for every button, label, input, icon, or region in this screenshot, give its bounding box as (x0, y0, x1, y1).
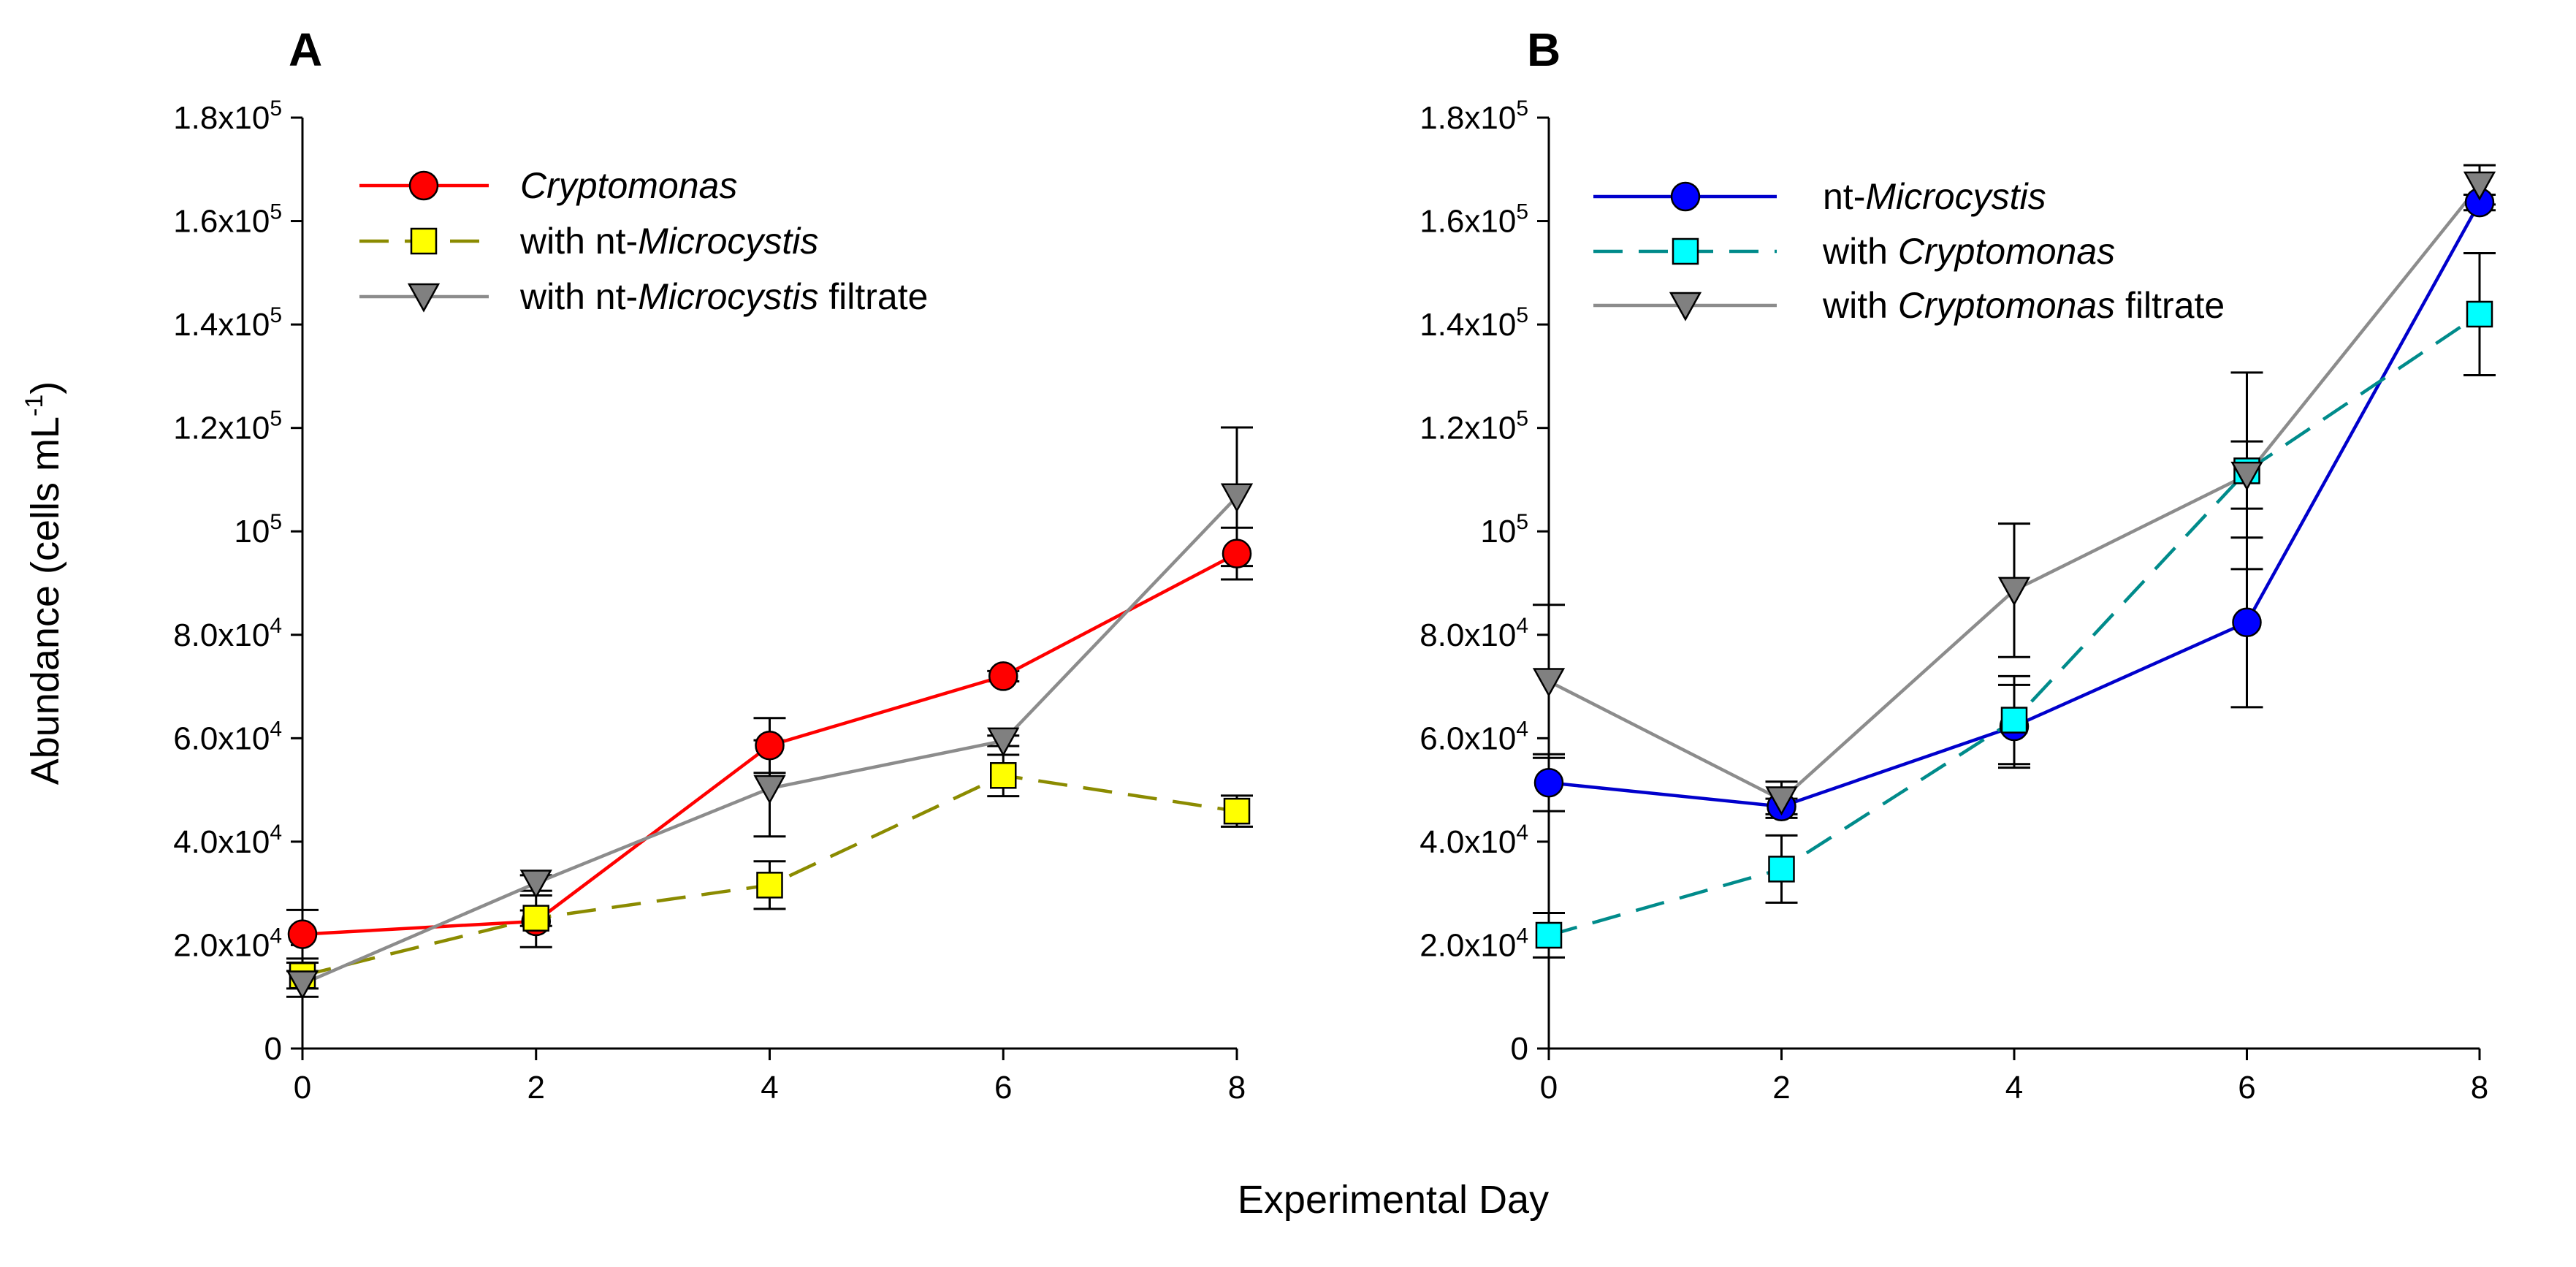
legend: nt-Microcystis with Cryptomonas with Crypt… (1593, 176, 2225, 326)
legend-marker (1670, 181, 1701, 212)
x-axis-label: Experimental Day (1238, 1178, 1549, 1222)
x-tick-label: 2 (527, 1070, 545, 1106)
data-point-series-2 (2230, 461, 2263, 491)
y-tick-label: 1.4x105 (1420, 303, 1528, 343)
y-axis-label: Abundance (cells mL-1) (20, 381, 67, 785)
y-tick-label: 1.4x105 (173, 303, 282, 343)
data-point-series-2 (519, 870, 552, 899)
y-tick-label: 1.2x105 (173, 407, 282, 446)
data-point-series-2 (1220, 483, 1254, 513)
x-tick-label: 4 (2005, 1070, 2023, 1106)
y-tick-label: 0 (264, 1031, 282, 1067)
data-point-series-1 (1223, 797, 1251, 825)
panel-letter: B (1527, 23, 1561, 76)
y-tick-label: 2.0x104 (1420, 924, 1528, 963)
y-tick-label: 8.0x104 (173, 614, 282, 653)
legend-label: Cryptomonas (520, 165, 737, 206)
legend-label: with nt-Microcystis filtrate (519, 276, 928, 317)
legend-label: with Cryptomonas (1822, 231, 2115, 272)
error-bars-series-2 (286, 426, 1253, 998)
data-point-series-1 (522, 905, 549, 932)
y-tick-label: 8.0x104 (1420, 614, 1528, 653)
data-point-series-2 (987, 727, 1020, 757)
legend-label: with nt-Microcystis (519, 221, 818, 262)
legend-label: nt-Microcystis (1823, 176, 2046, 217)
data-point-series-1 (756, 872, 783, 899)
legend-marker (1669, 292, 1702, 321)
data-point-series-1 (1768, 856, 1795, 883)
y-tick-label: 4.0x104 (1420, 821, 1528, 860)
data-point-series-0 (1533, 767, 1564, 798)
y-tick-label: 105 (1480, 510, 1528, 549)
data-point-series-2 (286, 970, 319, 1000)
x-tick-label: 0 (1540, 1070, 1558, 1106)
y-tick-label: 4.0x104 (173, 821, 282, 860)
data-point-series-2 (1765, 786, 1798, 816)
x-tick-label: 8 (2471, 1070, 2488, 1106)
legend-marker (1672, 237, 1699, 265)
y-tick-label: 6.0x104 (1420, 717, 1528, 756)
legend-marker (410, 227, 438, 255)
legend-marker (407, 283, 441, 313)
y-tick-label: 6.0x104 (173, 717, 282, 756)
y-tick-label: 1.6x105 (1420, 200, 1528, 240)
data-point-series-1 (2466, 300, 2493, 328)
legend: Cryptomonas with nt-Microcystis with nt-Mi… (359, 165, 928, 317)
data-point-series-2 (1997, 577, 2031, 606)
y-tick-label: 105 (234, 510, 282, 549)
data-point-series-2 (2463, 171, 2496, 201)
y-tick-label: 1.2x105 (1420, 407, 1528, 446)
data-point-series-0 (1222, 539, 1252, 568)
x-tick-label: 0 (294, 1070, 311, 1106)
y-tick-label: 1.8x105 (173, 96, 282, 136)
data-point-series-0 (988, 661, 1018, 691)
data-point-series-1 (2000, 707, 2028, 734)
data-point-series-1 (1535, 921, 1563, 949)
legend-marker (408, 170, 439, 201)
panel-letter: A (289, 23, 322, 76)
data-point-series-0 (2232, 607, 2262, 638)
x-tick-label: 6 (2238, 1070, 2255, 1106)
data-point-series-0 (755, 730, 785, 761)
y-tick-label: 2.0x104 (173, 924, 282, 963)
legend-label: with Cryptomonas filtrate (1822, 285, 2225, 326)
y-tick-label: 1.8x105 (1420, 96, 1528, 136)
panel-a: A 0 2.0x104 4.0x104 6.0x104 8.0x104 105 1.2x105… (173, 23, 1254, 1106)
data-point-series-2 (1532, 668, 1566, 698)
data-point-series-1 (990, 762, 1017, 789)
x-tick-label: 2 (1772, 1070, 1790, 1106)
panel-b: B 0 2.0x104 4.0x104 6.0x104 8.0x104 105 1.2x105… (1420, 23, 2496, 1106)
data-point-series-2 (753, 775, 786, 804)
x-tick-label: 6 (994, 1070, 1012, 1106)
data-point-series-0 (287, 919, 318, 949)
y-tick-label: 1.6x105 (173, 200, 282, 240)
x-tick-label: 8 (1228, 1070, 1246, 1106)
x-tick-label: 4 (761, 1070, 778, 1106)
y-tick-label: 0 (1511, 1031, 1528, 1067)
